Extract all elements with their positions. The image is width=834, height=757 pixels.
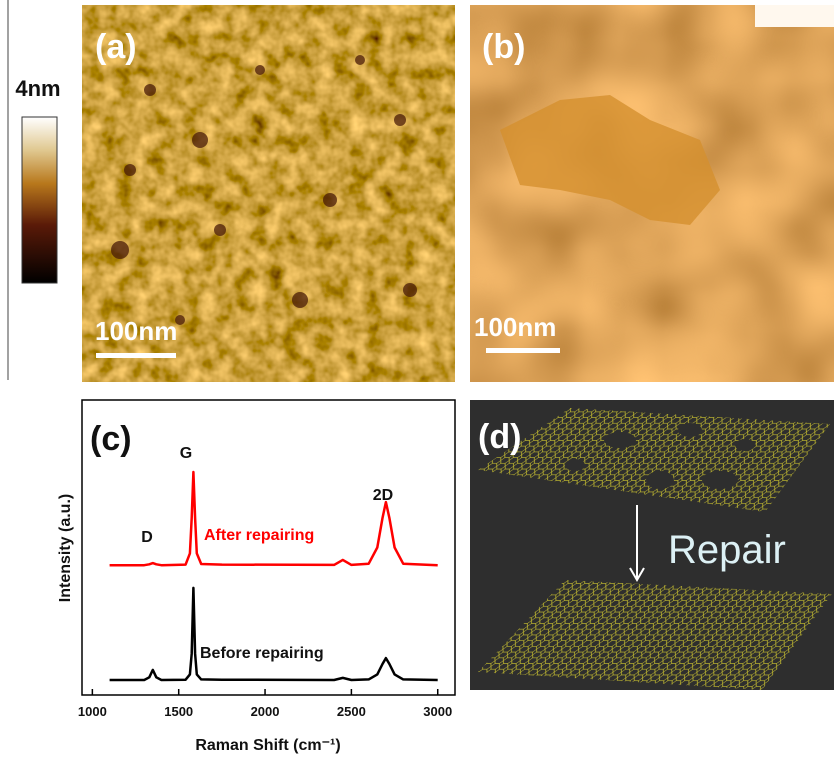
x-tick-label: 1000 xyxy=(78,704,107,719)
peak-label: D xyxy=(141,529,153,546)
peak-label: G xyxy=(180,445,192,462)
x-tick-label: 2000 xyxy=(251,704,280,719)
series-label: Before repairing xyxy=(200,645,324,662)
series-line xyxy=(110,472,438,565)
figure: 4nm (a) 100nm (b) 100nm Repair (d) (c) G… xyxy=(0,0,834,757)
afm-bright xyxy=(755,5,834,27)
y-axis-label: Intensity (a.u.) xyxy=(57,494,74,602)
x-axis-label: Raman Shift (cm⁻¹) xyxy=(195,737,340,754)
scale-bar xyxy=(96,353,176,358)
panel-label: (c) xyxy=(90,420,132,458)
peak-label: 2D xyxy=(373,487,393,504)
x-tick-label: 2500 xyxy=(337,704,366,719)
colorbar xyxy=(22,117,57,283)
colorbar-label: 4nm xyxy=(15,76,60,101)
x-tick-label: 3000 xyxy=(423,704,452,719)
panel-label: (b) xyxy=(482,28,525,66)
x-tick-label: 1500 xyxy=(164,704,193,719)
series-line xyxy=(110,588,438,680)
annotation: Repair xyxy=(668,528,786,572)
scale-bar xyxy=(486,348,560,353)
panel-label: (a) xyxy=(95,28,137,66)
panel-label: (d) xyxy=(478,418,521,456)
series-label: After repairing xyxy=(204,527,314,544)
scale-bar-label: 100nm xyxy=(95,316,177,346)
scale-bar-label: 100nm xyxy=(474,312,556,342)
